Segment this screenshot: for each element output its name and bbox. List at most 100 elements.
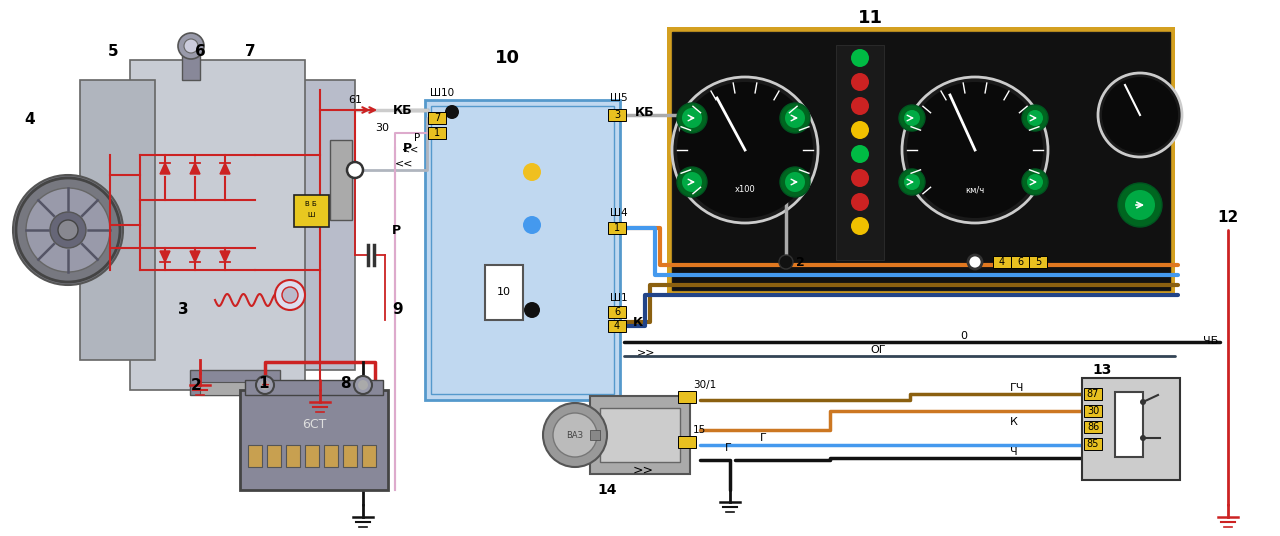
Text: КБ: КБ [393, 103, 412, 116]
Text: 3: 3 [614, 110, 620, 120]
Circle shape [1027, 110, 1043, 126]
Circle shape [785, 172, 805, 192]
Circle shape [524, 216, 541, 234]
Bar [1084, 388, 1102, 400]
Text: <<: << [396, 158, 413, 168]
Circle shape [445, 105, 460, 119]
Text: 6: 6 [195, 44, 205, 59]
Circle shape [58, 220, 78, 240]
Polygon shape [220, 163, 230, 174]
Circle shape [543, 403, 607, 467]
Text: +: + [260, 380, 270, 390]
Bar [431, 106, 614, 394]
Bar [608, 306, 626, 318]
Polygon shape [189, 163, 200, 174]
Bar [608, 222, 626, 234]
Circle shape [1098, 73, 1181, 157]
Text: ЧБ: ЧБ [1203, 336, 1219, 346]
Text: 2: 2 [796, 256, 805, 269]
Bar [1082, 378, 1180, 480]
Circle shape [785, 108, 805, 128]
Bar [248, 445, 262, 467]
Text: 12: 12 [1217, 211, 1239, 226]
Text: 5: 5 [1034, 257, 1041, 267]
Text: 4: 4 [24, 113, 36, 128]
Text: 14: 14 [598, 483, 617, 497]
Text: 7: 7 [434, 113, 440, 123]
Bar [241, 390, 388, 490]
Bar [425, 100, 620, 400]
Text: Ш1: Ш1 [611, 293, 627, 303]
Circle shape [904, 174, 920, 190]
Text: 6СТ: 6СТ [302, 419, 326, 431]
Circle shape [904, 110, 920, 126]
Text: 87: 87 [1087, 389, 1100, 399]
Bar [672, 32, 1170, 290]
Text: ГЧ: ГЧ [1010, 383, 1024, 393]
Circle shape [1140, 399, 1146, 405]
Bar [608, 320, 626, 332]
Text: <<: << [402, 145, 419, 155]
Circle shape [26, 188, 110, 272]
Text: 5: 5 [108, 44, 118, 59]
Circle shape [1021, 169, 1048, 195]
Text: 1: 1 [614, 223, 620, 233]
Bar [485, 265, 524, 320]
Circle shape [682, 108, 701, 128]
Circle shape [1021, 105, 1048, 131]
Bar [836, 45, 884, 260]
Text: 13: 13 [1092, 363, 1111, 377]
Text: Г: Г [760, 433, 767, 443]
Circle shape [1140, 435, 1146, 441]
Circle shape [899, 169, 925, 195]
Circle shape [677, 103, 707, 133]
Bar [362, 445, 376, 467]
Circle shape [677, 167, 707, 197]
Text: Р: Р [392, 224, 401, 236]
Circle shape [1117, 183, 1162, 227]
Text: Ш: Ш [307, 212, 315, 218]
Bar [244, 380, 383, 395]
Bar [590, 430, 600, 440]
Circle shape [184, 39, 198, 53]
Bar [294, 195, 329, 227]
Circle shape [355, 376, 372, 394]
Bar [1084, 421, 1102, 433]
Polygon shape [160, 163, 170, 174]
Text: 4: 4 [614, 321, 620, 331]
Text: Ш10: Ш10 [430, 88, 454, 98]
Text: В Б: В Б [305, 201, 317, 207]
Circle shape [260, 380, 270, 390]
Circle shape [851, 193, 869, 211]
Text: >>: >> [632, 464, 654, 477]
Circle shape [780, 255, 794, 269]
Bar [324, 445, 338, 467]
Text: 10: 10 [494, 49, 520, 67]
Circle shape [347, 162, 364, 178]
Circle shape [50, 212, 86, 248]
Bar [600, 408, 680, 462]
Text: 4: 4 [998, 257, 1005, 267]
Circle shape [282, 287, 298, 303]
Circle shape [1102, 77, 1178, 153]
Bar [993, 256, 1011, 268]
Text: Ш5: Ш5 [611, 93, 627, 103]
Text: 10: 10 [497, 287, 511, 297]
Bar [79, 80, 155, 360]
Text: 6: 6 [1016, 257, 1023, 267]
Bar [1084, 405, 1102, 417]
Circle shape [256, 376, 274, 394]
Bar [343, 445, 357, 467]
Bar [182, 48, 200, 80]
Text: 6: 6 [614, 307, 620, 317]
Circle shape [851, 49, 869, 67]
Text: Р: Р [413, 133, 420, 143]
Text: ВАЗ: ВАЗ [567, 430, 584, 440]
Text: Р: Р [403, 142, 412, 154]
Text: 1: 1 [259, 376, 269, 391]
Circle shape [677, 82, 813, 218]
Text: 11: 11 [858, 9, 882, 27]
Text: 85: 85 [1087, 439, 1100, 449]
Circle shape [1027, 174, 1043, 190]
Circle shape [524, 163, 541, 181]
